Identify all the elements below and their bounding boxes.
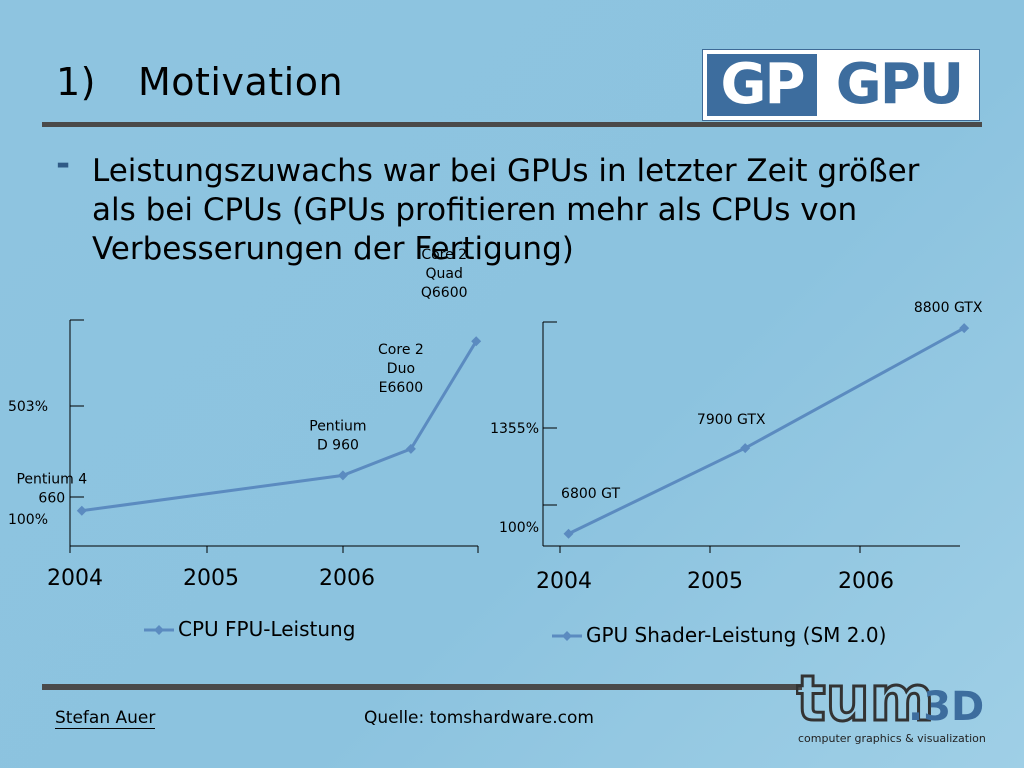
chart2-x-tick-label: 2006: [838, 569, 894, 594]
chart1-data-label: Q6600: [421, 285, 468, 301]
chart2-x-tick-label: 2005: [687, 569, 743, 594]
chart1-data-point: [405, 443, 416, 454]
chart2-data-label: 6800 GT: [561, 486, 620, 502]
chart2-legend-label: GPU Shader-Leistung (SM 2.0): [586, 623, 886, 647]
tum-logo-subtitle: computer graphics & visualization: [798, 732, 986, 745]
tum-logo-text: tum: [796, 668, 934, 735]
chart2-x-tick-label: 2004: [536, 569, 592, 594]
footer-source: Quelle: tomshardware.com: [364, 708, 594, 728]
chart1-data-label: Pentium 4: [16, 472, 87, 488]
gpgpu-logo: GP GPU: [702, 49, 980, 121]
chart1-x-tick-label: 2006: [319, 566, 375, 591]
chart2-data-point: [740, 443, 751, 454]
chart1-legend-swatch-marker: [154, 625, 164, 635]
chart1-data-point: [76, 505, 87, 516]
chart1-data-label: Core 2: [421, 247, 467, 263]
slide-title: 1) Motivation: [56, 60, 343, 104]
chart2-legend-swatch-marker: [562, 631, 572, 641]
footer-divider: [42, 684, 802, 690]
chart1-data-label: Duo: [387, 361, 415, 377]
chart2-series-line: [567, 326, 965, 536]
chart1-data-label: D 960: [317, 437, 359, 453]
footer-author: Stefan Auer: [55, 708, 156, 729]
bullet-text: Leistungszuwachs war bei GPUs in letzter…: [92, 153, 920, 267]
title-divider: [42, 122, 982, 127]
chart2-data-label: 7900 GTX: [697, 412, 766, 428]
tum3d-logo: tum .3D computer graphics & visualizatio…: [796, 668, 986, 745]
chart1-data-label: 660: [38, 491, 65, 507]
title-number: 1): [56, 60, 97, 104]
chart2-data-point: [563, 528, 574, 539]
tum-logo-3d: .3D: [908, 684, 984, 730]
bullet-marker: -: [56, 144, 71, 184]
chart2-y-tick-label: 100%: [499, 520, 539, 536]
chart2-data-label: 8800 GTX: [914, 300, 983, 316]
chart2-y-tick-label: 1355%: [490, 421, 539, 437]
chart1-data-label: Core 2: [378, 342, 424, 358]
chart1-data-label: E6600: [379, 380, 423, 396]
title-text: Motivation: [138, 60, 344, 104]
chart1-x-tick-label: 2004: [47, 566, 103, 591]
chart1-x-tick-label: 2005: [183, 566, 239, 591]
chart1-legend-label: CPU FPU-Leistung: [178, 617, 355, 641]
chart1-series-line: [81, 340, 478, 513]
chart1-data-label: Quad: [426, 266, 463, 282]
chart1-data-point: [337, 470, 348, 481]
gpgpu-logo-gp: GP: [707, 54, 817, 116]
chart2-data-point: [959, 323, 970, 334]
chart1-data-point: [471, 336, 482, 347]
chart1-y-tick-label: 503%: [8, 399, 48, 415]
chart1-y-tick-label: 100%: [8, 512, 48, 528]
gpgpu-logo-gpu: GPU: [835, 52, 964, 117]
chart1-data-label: Pentium: [309, 418, 366, 434]
